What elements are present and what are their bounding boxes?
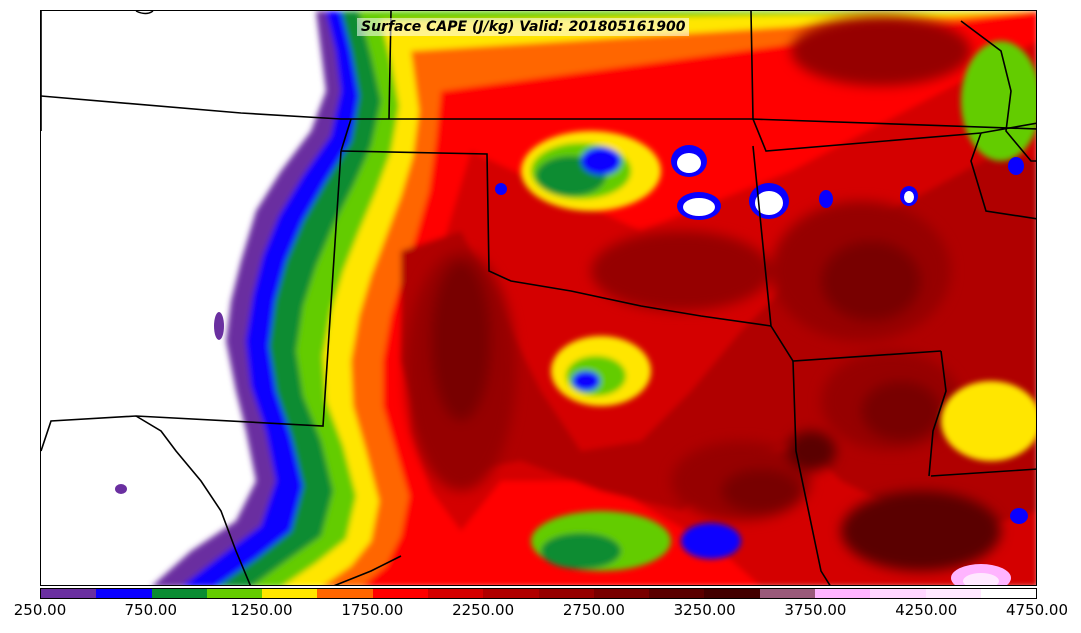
colorbar-segment — [483, 589, 539, 598]
colorbar-tick-label: 1250.00 — [230, 601, 293, 619]
colorbar-tick-labels: 250.00 750.00 1250.00 1750.00 2250.00 2750.00… — [0, 601, 1081, 625]
colorbar — [40, 588, 1037, 599]
colorbar-segment — [427, 589, 484, 598]
colorbar-segment — [151, 589, 207, 598]
map-title: Surface CAPE (J/kg) Valid: 201805161900 — [357, 18, 690, 36]
colorbar-segment — [704, 589, 760, 598]
colorbar-segment — [925, 589, 981, 598]
colorbar-tick-label: 250.00 — [13, 601, 67, 619]
cape-field — [41, 11, 1036, 585]
colorbar-tick-label: 2750.00 — [562, 601, 625, 619]
colorbar-tick-label: 2250.00 — [452, 601, 515, 619]
colorbar-segment — [206, 589, 263, 598]
colorbar-segment — [870, 589, 926, 598]
colorbar-segment — [41, 589, 97, 598]
colorbar-segment — [649, 589, 705, 598]
colorbar-segment — [262, 589, 318, 598]
colorbar-tick-label: 4750.00 — [1005, 601, 1069, 619]
colorbar-segment — [372, 589, 428, 598]
colorbar-segment — [759, 589, 815, 598]
colorbar-segment — [538, 589, 594, 598]
cape-map: Surface CAPE (J/kg) Valid: 201805161900 — [40, 10, 1037, 586]
colorbar-tick-label: 3250.00 — [673, 601, 736, 619]
colorbar-tick-label: 1750.00 — [341, 601, 404, 619]
state-boundaries — [41, 11, 1036, 585]
colorbar-tick-label: 750.00 — [124, 601, 178, 619]
colorbar-segment — [96, 589, 152, 598]
colorbar-tick-label: 3750.00 — [784, 601, 847, 619]
colorbar-segment — [593, 589, 650, 598]
colorbar-segment — [317, 589, 373, 598]
colorbar-segment — [814, 589, 871, 598]
colorbar-segment — [980, 589, 1037, 598]
colorbar-tick-label: 4250.00 — [895, 601, 958, 619]
